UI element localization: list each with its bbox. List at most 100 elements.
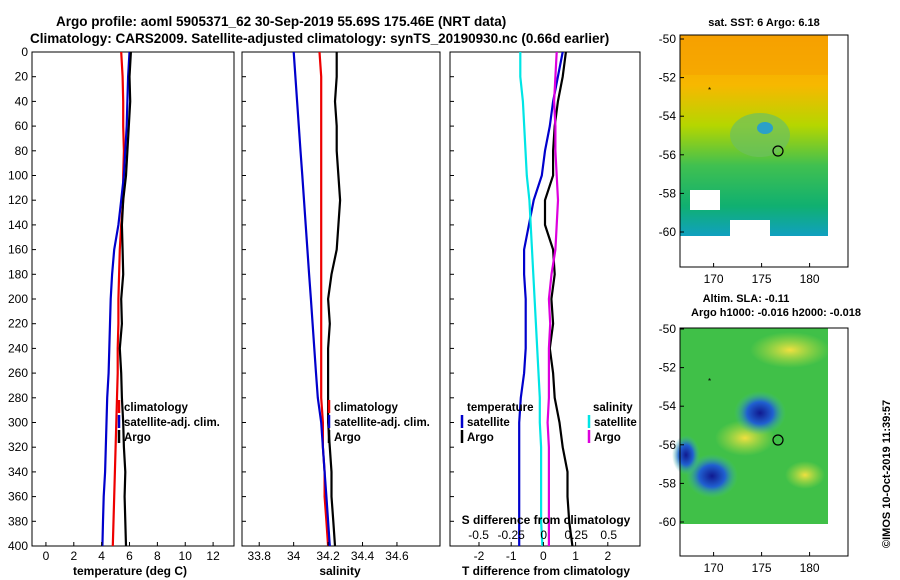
x-tick-label-s: -0.5 (468, 528, 489, 542)
x-tick-label: 33.8 (248, 549, 272, 563)
map-lon-label: 170 (704, 272, 724, 286)
depth-tick-label: 0 (21, 45, 28, 59)
depth-tick-label: 280 (8, 391, 28, 405)
depth-tick-label: 360 (8, 490, 28, 504)
x-tick-label: -2 (474, 549, 485, 563)
salinity-plot-frame (241, 51, 441, 547)
series-argo (326, 52, 342, 546)
difference-series (518, 52, 574, 546)
sla-map: * (672, 328, 830, 524)
salinity-series (292, 52, 342, 546)
map-lat-label: -56 (659, 148, 677, 162)
x-tick-label: 0 (540, 549, 547, 563)
depth-tick-label: 320 (8, 440, 28, 454)
figure-title-line2: Climatology: CARS2009. Satellite-adjuste… (30, 31, 609, 46)
legend-argo: Argo (124, 432, 151, 444)
x-tick-label: 0 (43, 549, 50, 563)
legend-s-title: salinity (593, 402, 633, 414)
x-tick-label: -1 (506, 549, 517, 563)
t-difference-axis-label: T difference from climatology (462, 564, 630, 578)
sst-warm-patch (680, 35, 828, 75)
x-tick-label: 34.6 (385, 549, 409, 563)
sla-high (785, 461, 825, 489)
depth-tick-label: 100 (8, 169, 28, 183)
series-salinity-argo (546, 52, 560, 546)
sla-map-frame (679, 327, 849, 557)
series-climatology (111, 52, 126, 546)
sla-star-marker: * (708, 377, 711, 386)
x-tick-label: 1 (572, 549, 579, 563)
legend-climatology: climatology (124, 402, 189, 414)
s-difference-axis-label: S difference from climatology (462, 513, 631, 527)
depth-tick-label: 240 (8, 341, 28, 355)
legend-climatology: climatology (334, 402, 399, 414)
difference-legend-salinity: salinity satellite Argo (587, 402, 637, 444)
sla-low (686, 454, 738, 498)
x-tick-label-s: -0.25 (497, 528, 525, 542)
legend-satellite-adj: satellite-adj. clim. (124, 417, 220, 429)
x-tick-label: 12 (206, 549, 220, 563)
depth-tick-label: 340 (8, 465, 28, 479)
sst-star-marker: * (708, 86, 711, 95)
sla-high (750, 332, 830, 368)
map-lat-label: -60 (659, 515, 677, 529)
legend-satellite-adj: satellite-adj. clim. (334, 417, 430, 429)
legend-t-title: temperature (467, 402, 533, 414)
x-tick-label: 6 (126, 549, 133, 563)
map-lat-label: -50 (659, 322, 677, 336)
map-lon-label: 180 (800, 272, 820, 286)
depth-tick-label: 180 (8, 267, 28, 281)
sla-low (672, 435, 700, 475)
map-lat-label: -60 (659, 225, 677, 239)
x-tick-label: 2 (604, 549, 611, 563)
x-tick-label: 2 (70, 549, 77, 563)
sst-map-frame (679, 34, 849, 268)
series-temperature-satellite (518, 52, 564, 546)
series-satellite-adj-clim- (292, 52, 331, 546)
depth-tick-label: 60 (15, 119, 29, 133)
depth-tick-label: 380 (8, 514, 28, 528)
depth-tick-label: 80 (15, 144, 29, 158)
map-lat-label: -56 (659, 438, 677, 452)
x-tick-label: 10 (179, 549, 193, 563)
map-lon-label: 175 (752, 272, 772, 286)
map-lat-label: -54 (659, 109, 677, 123)
difference-plot-frame (449, 51, 641, 547)
salinity-x-ticks: 33.8 34 34.2 34.4 34.6 (248, 542, 409, 563)
temperature-legend: climatology satellite-adj. clim. Argo (117, 400, 220, 444)
legend-argo: Argo (334, 432, 361, 444)
depth-axis-ticks: 0 20 40 60 80 100 120 140 160 180 200 220 240 260 280 3… (8, 45, 454, 553)
sst-map-title: sat. SST: 6 Argo: 6.18 (708, 17, 819, 29)
x-tick-label-s: 0.5 (600, 528, 617, 542)
x-tick-label: 8 (154, 549, 161, 563)
argo-location-marker (772, 434, 784, 446)
depth-tick-label: 140 (8, 218, 28, 232)
map-lon-label: 170 (704, 561, 724, 575)
map-lat-label: -54 (659, 399, 677, 413)
legend-s-argo: Argo (594, 432, 621, 444)
series-satellite-adj-clim- (101, 52, 131, 546)
temperature-axis-label: temperature (deg C) (73, 564, 187, 578)
depth-tick-label: 120 (8, 193, 28, 207)
salinity-axis-label: salinity (319, 564, 361, 578)
sla-low (734, 391, 786, 435)
salinity-legend: climatology satellite-adj. clim. Argo (327, 400, 430, 444)
x-tick-label-s: 0.25 (565, 528, 589, 542)
x-tick-label: 34.4 (351, 549, 375, 563)
difference-x-ticks: -2 -1 0 1 2 -0.5 -0.25 0 0.25 0.5 (468, 528, 617, 563)
x-tick-label: 4 (98, 549, 105, 563)
x-tick-label: 34 (287, 549, 301, 563)
legend-t-satellite: satellite (467, 417, 510, 429)
series-argo (118, 52, 132, 546)
depth-tick-label: 260 (8, 366, 28, 380)
series-salinity-satellite (519, 52, 544, 546)
map-lat-label: -58 (659, 476, 677, 490)
sst-map: * (680, 35, 828, 236)
depth-tick-label: 400 (8, 539, 28, 553)
temperature-x-ticks: 0 2 4 6 8 10 12 (43, 542, 220, 563)
temperature-series (101, 52, 132, 546)
x-tick-label-s: 0 (540, 528, 547, 542)
sst-cloud-gap (690, 190, 720, 210)
legend-t-argo: Argo (467, 432, 494, 444)
